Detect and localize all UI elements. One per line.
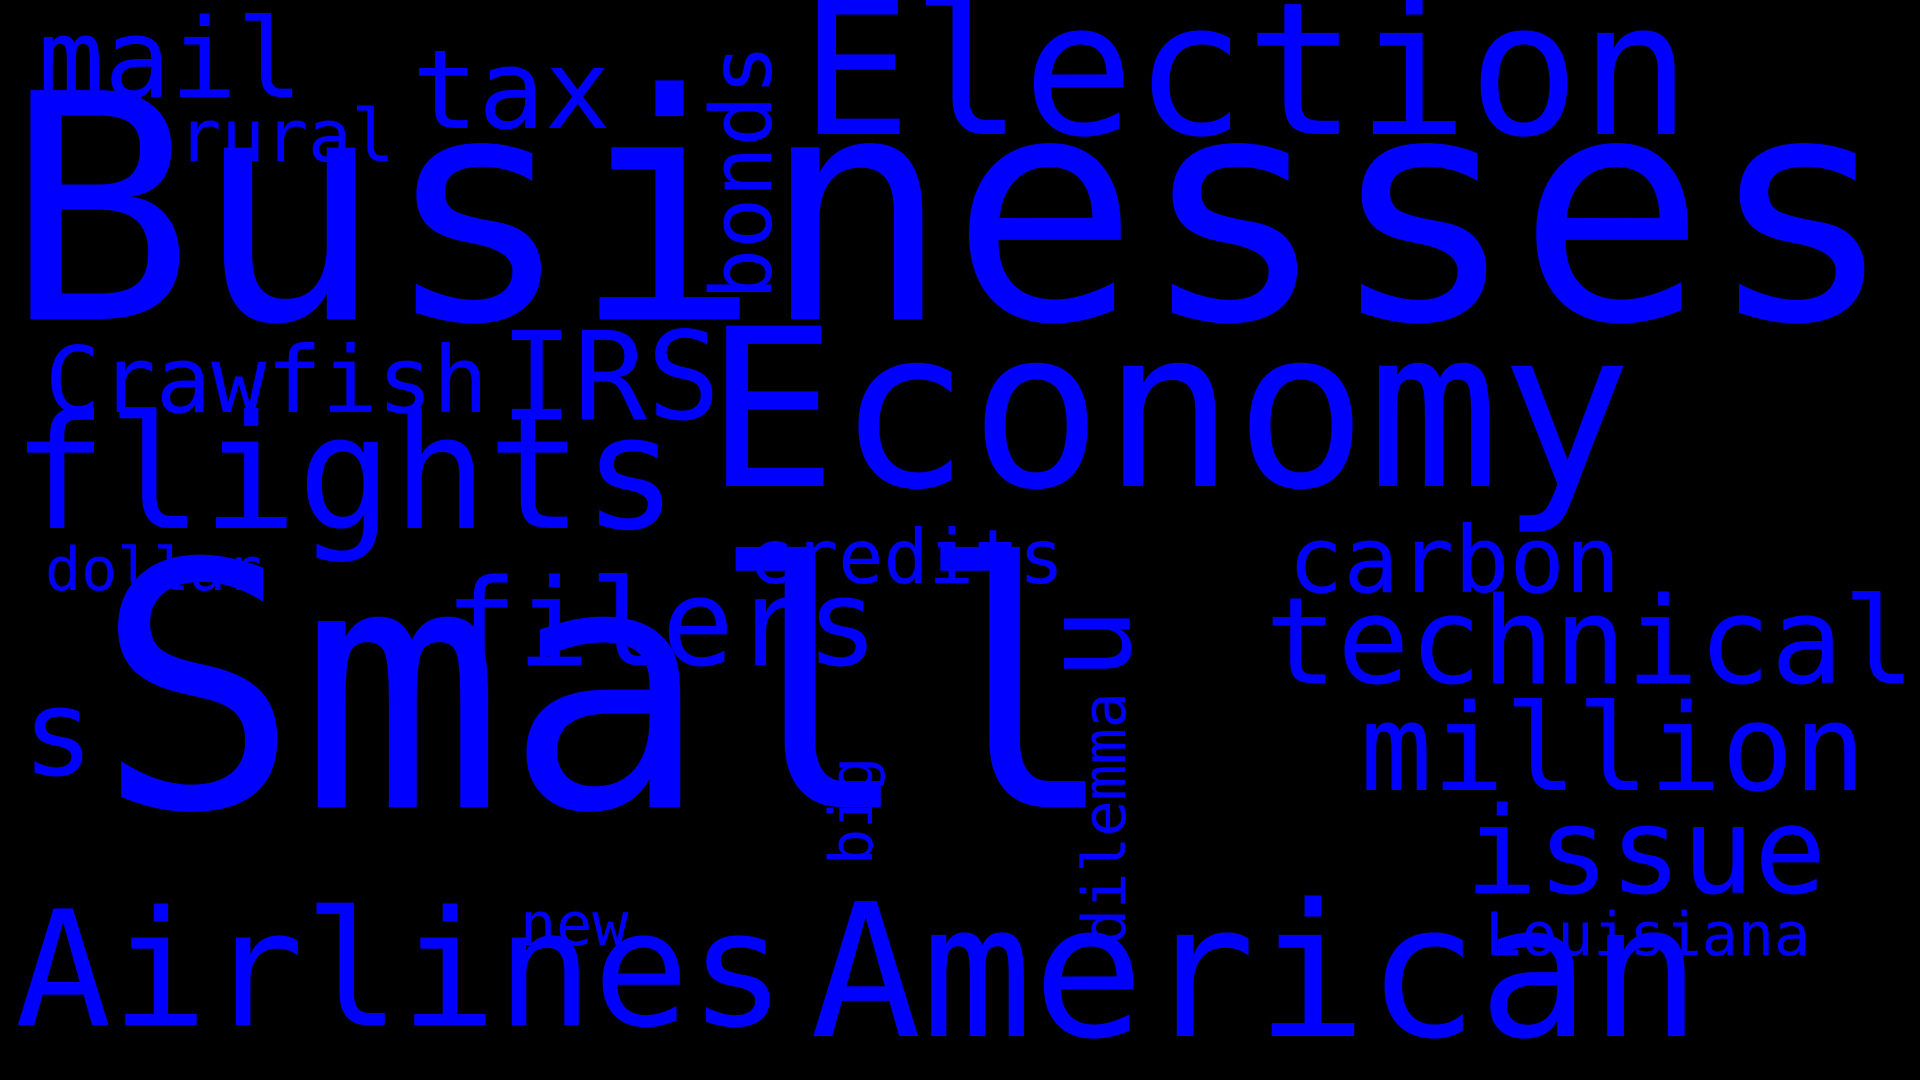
word-technical: technical <box>1265 573 1916 712</box>
word-tax: tax <box>412 26 611 154</box>
word-businesses: Businesses <box>5 29 1896 394</box>
word-american: American <box>810 864 1702 1080</box>
word-crawfish: Crawfish <box>45 327 489 434</box>
word-new: new <box>520 890 629 960</box>
word-big: big <box>817 756 887 865</box>
word-small: Small <box>95 492 1119 888</box>
word-carbon: carbon <box>1288 507 1621 614</box>
word-irs: IRS <box>500 306 721 448</box>
word-economy: Economy <box>705 282 1633 538</box>
word-bonds: bonds <box>693 44 792 300</box>
word-million: million <box>1360 680 1866 819</box>
word-s: s <box>22 665 95 804</box>
word-flights: flights <box>12 382 678 566</box>
word-u: u <box>1020 607 1159 680</box>
word-rural: rural <box>178 94 395 178</box>
word-dilemma: dilemma <box>1070 692 1140 945</box>
word-mail: mail <box>38 0 303 123</box>
word-louisiana: Louisiana <box>1485 900 1811 970</box>
word-issue: issue <box>1465 783 1827 922</box>
word-filers: filers <box>445 555 879 694</box>
word-election: Election <box>800 0 1692 178</box>
word-airlines: Airlines <box>15 876 786 1063</box>
word-dollar: dollar <box>45 535 262 605</box>
word-credits: credits <box>748 513 1065 601</box>
